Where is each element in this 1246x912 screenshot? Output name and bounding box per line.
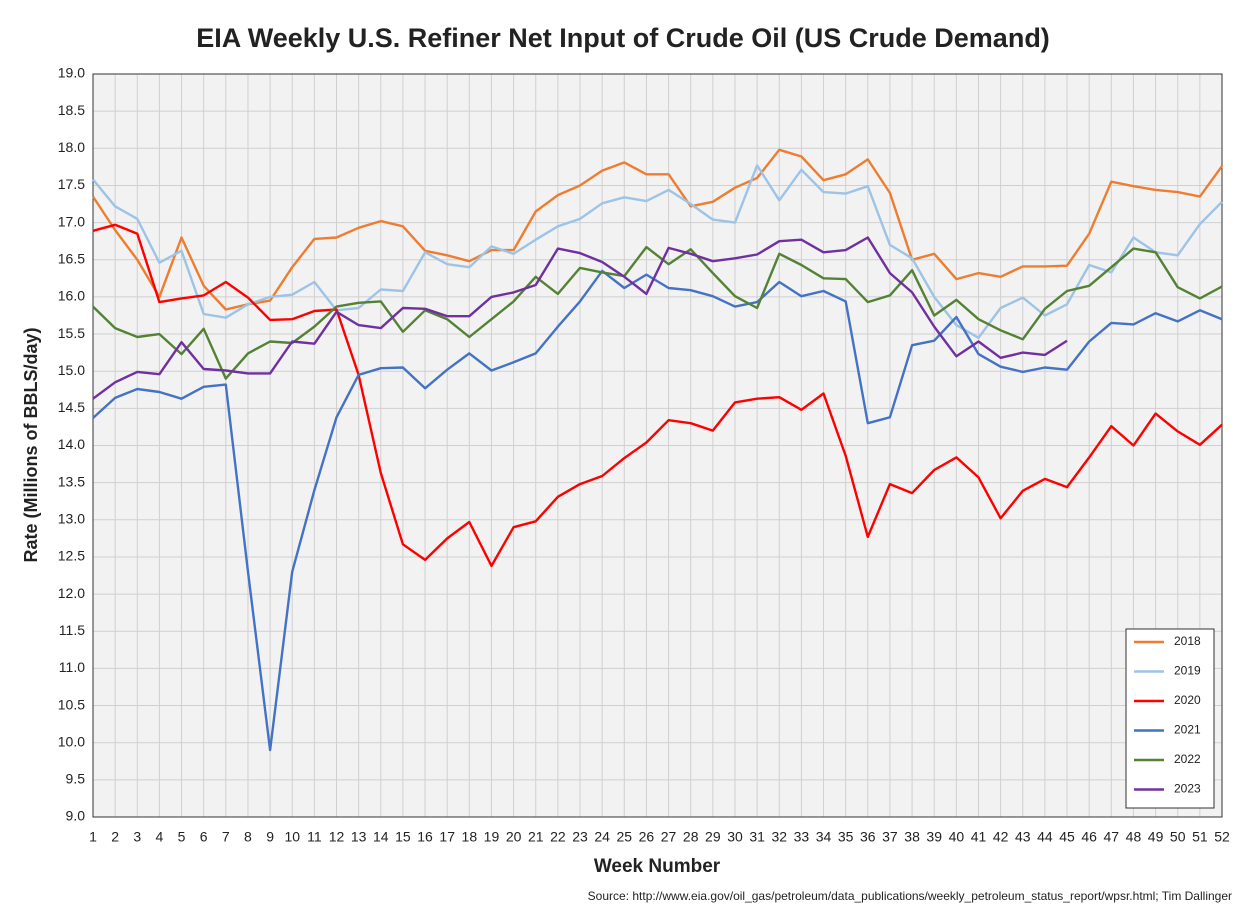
x-tick-label: 3: [133, 829, 141, 845]
x-tick-label: 8: [244, 829, 252, 845]
x-tick-label: 40: [949, 829, 965, 845]
legend-label: 2021: [1174, 723, 1201, 737]
x-tick-label: 17: [439, 829, 455, 845]
chart-title: EIA Weekly U.S. Refiner Net Input of Cru…: [196, 23, 1050, 53]
x-tick-label: 15: [395, 829, 411, 845]
x-tick-label: 27: [661, 829, 677, 845]
x-tick-label: 33: [794, 829, 810, 845]
x-tick-label: 20: [506, 829, 522, 845]
legend-label: 2020: [1174, 693, 1201, 707]
legend-label: 2022: [1174, 752, 1201, 766]
legend-label: 2023: [1174, 782, 1201, 796]
source-note: Source: http://www.eia.gov/oil_gas/petro…: [588, 889, 1232, 903]
y-tick-label: 9.0: [66, 808, 86, 824]
series-line: [92, 223, 1223, 568]
x-tick-label: 5: [178, 829, 186, 845]
x-tick-label: 24: [594, 829, 610, 845]
y-tick-label: 18.0: [58, 139, 85, 155]
x-tick-label: 41: [971, 829, 987, 845]
legend-label: 2019: [1174, 664, 1201, 678]
x-tick-label: 13: [351, 829, 367, 845]
y-tick-label: 11.5: [59, 622, 85, 638]
x-tick-label: 44: [1037, 829, 1053, 845]
plot-border: [92, 73, 1223, 818]
y-tick-label: 10.5: [58, 696, 85, 712]
x-tick-label: 51: [1192, 829, 1208, 845]
x-tick-label: 38: [904, 829, 920, 845]
x-tick-label: 32: [771, 829, 787, 845]
x-tick-label: 36: [860, 829, 876, 845]
x-tick-label: 9: [266, 829, 274, 845]
y-tick-label: 15.0: [58, 362, 85, 378]
y-tick-label: 16.5: [58, 250, 85, 266]
x-tick-label: 52: [1214, 829, 1230, 845]
x-tick-label: 30: [727, 829, 743, 845]
x-axis-label: Week Number: [594, 856, 721, 877]
x-tick-label: 6: [200, 829, 208, 845]
x-tick-label: 28: [683, 829, 699, 845]
x-tick-label: 29: [705, 829, 721, 845]
y-tick-label: 17.0: [58, 213, 85, 229]
y-tick-label: 12.5: [58, 548, 85, 564]
x-tick-label: 34: [816, 829, 832, 845]
x-tick-label: 4: [156, 829, 164, 845]
x-tick-label: 2: [111, 829, 119, 845]
series-line: [91, 148, 1223, 311]
x-tick-label: 35: [838, 829, 854, 845]
x-tick-label: 10: [284, 829, 300, 845]
y-axis-label: Rate (Millions of BBLS/day): [21, 327, 41, 562]
x-tick-label: 49: [1148, 829, 1164, 845]
series-line: [92, 164, 1223, 339]
series-line: [92, 245, 1223, 380]
x-tick-label: 39: [926, 829, 942, 845]
y-tick-label: 17.5: [58, 176, 85, 192]
y-tick-label: 14.5: [58, 399, 85, 415]
x-tick-label: 48: [1126, 829, 1142, 845]
x-tick-label: 16: [417, 829, 433, 845]
x-tick-label: 14: [373, 829, 389, 845]
x-tick-label: 19: [484, 829, 500, 845]
x-tick-label: 12: [329, 829, 345, 845]
y-tick-label: 18.5: [58, 102, 85, 118]
x-tick-label: 18: [462, 829, 478, 845]
y-tick-label: 10.0: [58, 733, 85, 749]
x-tick-label: 23: [572, 829, 588, 845]
x-tick-label: 22: [550, 829, 566, 845]
series-line: [92, 236, 1068, 400]
y-tick-label: 16.0: [58, 288, 85, 304]
x-tick-label: 25: [617, 829, 633, 845]
x-tick-label: 45: [1059, 829, 1075, 845]
x-tick-label: 1: [89, 829, 97, 845]
y-tick-label: 9.5: [66, 771, 86, 787]
x-tick-label: 42: [993, 829, 1009, 845]
y-tick-label: 13.0: [58, 511, 85, 527]
y-tick-label: 15.5: [58, 325, 85, 341]
y-tick-label: 13.5: [58, 473, 85, 489]
x-tick-label: 46: [1081, 829, 1097, 845]
x-tick-label: 47: [1104, 829, 1120, 845]
legend-label: 2018: [1174, 634, 1201, 648]
x-tick-label: 43: [1015, 829, 1031, 845]
x-tick-label: 50: [1170, 829, 1186, 845]
x-tick-label: 21: [528, 829, 544, 845]
x-tick-label: 37: [882, 829, 898, 845]
y-tick-label: 14.0: [58, 436, 85, 452]
y-tick-label: 19.0: [58, 65, 85, 81]
y-tick-label: 12.0: [58, 585, 85, 601]
series-line: [92, 269, 1223, 752]
x-tick-label: 11: [307, 829, 322, 845]
x-tick-label: 26: [639, 829, 655, 845]
y-tick-label: 11.0: [59, 659, 85, 675]
legend-box: [1125, 628, 1215, 809]
x-tick-label: 7: [222, 829, 230, 845]
x-tick-label: 31: [749, 829, 765, 845]
